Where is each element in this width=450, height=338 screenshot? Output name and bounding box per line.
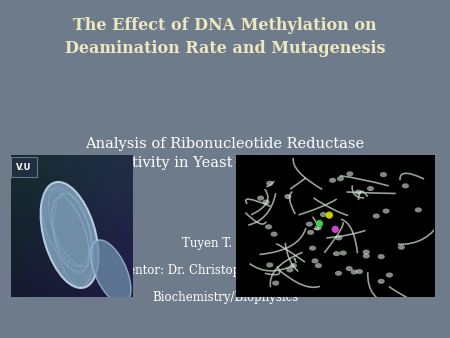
Circle shape — [262, 199, 270, 204]
Circle shape — [351, 269, 358, 274]
Circle shape — [306, 222, 313, 227]
Circle shape — [265, 224, 272, 230]
Circle shape — [335, 271, 342, 276]
Circle shape — [363, 249, 370, 255]
Circle shape — [329, 178, 336, 183]
Circle shape — [346, 171, 353, 176]
Circle shape — [266, 181, 273, 186]
Circle shape — [290, 263, 297, 268]
Circle shape — [363, 254, 370, 259]
Point — [316, 221, 323, 226]
Circle shape — [311, 258, 319, 263]
Circle shape — [335, 235, 342, 240]
Circle shape — [382, 209, 390, 214]
Circle shape — [402, 183, 409, 188]
Circle shape — [346, 266, 353, 271]
Ellipse shape — [91, 240, 131, 304]
Circle shape — [315, 263, 322, 268]
Text: Analysis of Ribonucleotide Reductase
Activity in Yeast Mitochondria: Analysis of Ribonucleotide Reductase Act… — [86, 137, 365, 170]
Point — [326, 212, 333, 218]
Circle shape — [307, 230, 314, 235]
Text: The Effect of DNA Methylation on
Deamination Rate and Mutagenesis: The Effect of DNA Methylation on Deamina… — [65, 17, 385, 57]
Circle shape — [333, 251, 340, 256]
Circle shape — [373, 214, 380, 219]
Text: Tuyen T. Dang: Tuyen T. Dang — [182, 237, 268, 249]
Circle shape — [415, 207, 422, 213]
Circle shape — [272, 281, 279, 286]
Circle shape — [378, 254, 385, 259]
Circle shape — [286, 267, 293, 272]
Circle shape — [284, 194, 292, 199]
Circle shape — [340, 250, 347, 256]
Circle shape — [257, 195, 264, 201]
Point — [332, 226, 339, 232]
Circle shape — [398, 245, 405, 250]
Text: Mentor: Dr. Christopher K. Mathews: Mentor: Dr. Christopher K. Mathews — [116, 264, 334, 276]
Circle shape — [367, 186, 374, 191]
Ellipse shape — [40, 182, 99, 288]
Circle shape — [315, 225, 322, 231]
Circle shape — [270, 232, 278, 237]
Circle shape — [355, 190, 362, 195]
Circle shape — [386, 272, 393, 277]
Circle shape — [356, 269, 363, 274]
Circle shape — [380, 172, 387, 177]
Circle shape — [337, 176, 344, 181]
Circle shape — [378, 279, 385, 284]
Text: V.U: V.U — [16, 163, 32, 172]
Circle shape — [309, 246, 316, 251]
Circle shape — [266, 262, 273, 267]
Text: Biochemistry/Biophysics: Biochemistry/Biophysics — [152, 291, 298, 304]
Circle shape — [320, 212, 327, 217]
